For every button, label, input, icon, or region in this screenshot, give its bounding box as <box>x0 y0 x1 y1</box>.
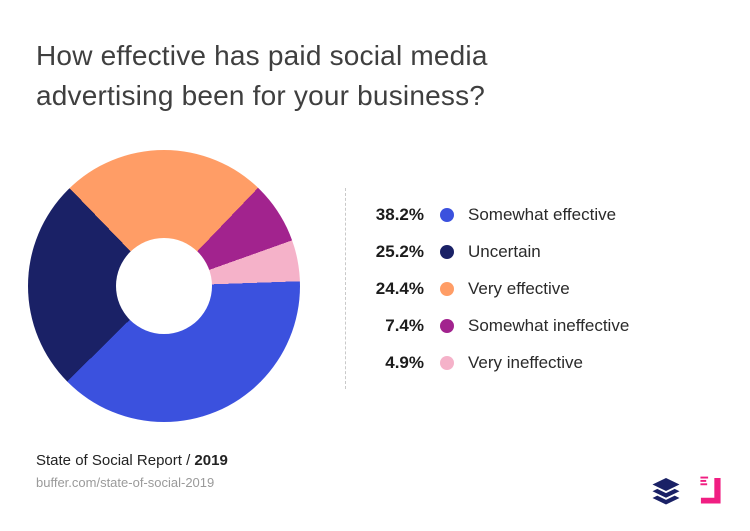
partner-pink-icon <box>700 476 721 504</box>
legend-item: 7.4% Somewhat ineffective <box>364 307 629 344</box>
report-year: 2019 <box>194 452 228 469</box>
legend-dot <box>440 355 454 370</box>
donut-chart <box>28 150 300 422</box>
legend-label: Very ineffective <box>468 352 583 372</box>
legend-dot <box>440 281 454 296</box>
legend-label: Uncertain <box>468 241 541 261</box>
legend-item: 24.4% Very effective <box>364 270 629 307</box>
legend-item: 4.9% Very ineffective <box>364 344 629 381</box>
legend-percent: 24.4% <box>375 278 424 298</box>
legend-percent: 25.2% <box>375 241 424 261</box>
footer-logos <box>651 476 722 505</box>
chart-legend: 38.2% Somewhat effective 25.2% Uncertain… <box>345 188 629 389</box>
report-title: State of Social Report / 2019 <box>36 452 228 469</box>
page-title: How effective has paid social media adve… <box>36 40 488 111</box>
legend-dot <box>440 244 454 259</box>
footer: State of Social Report / 2019 buffer.com… <box>36 452 228 490</box>
legend-label: Somewhat ineffective <box>468 315 630 335</box>
legend-percent: 4.9% <box>385 352 424 372</box>
legend-percent: 7.4% <box>385 315 424 335</box>
report-url: buffer.com/state-of-social-2019 <box>36 475 215 490</box>
legend-item: 25.2% Uncertain <box>364 233 629 270</box>
legend-label: Somewhat effective <box>468 204 617 224</box>
legend-dot <box>440 207 454 222</box>
buffer-stack-icon <box>652 478 680 505</box>
legend-percent: 38.2% <box>375 204 424 224</box>
legend-item: 38.2% Somewhat effective <box>364 196 629 233</box>
legend-dot <box>440 318 454 333</box>
report-label: State of Social Report / <box>36 452 195 469</box>
legend-label: Very effective <box>468 278 570 298</box>
donut-hole <box>116 238 212 334</box>
